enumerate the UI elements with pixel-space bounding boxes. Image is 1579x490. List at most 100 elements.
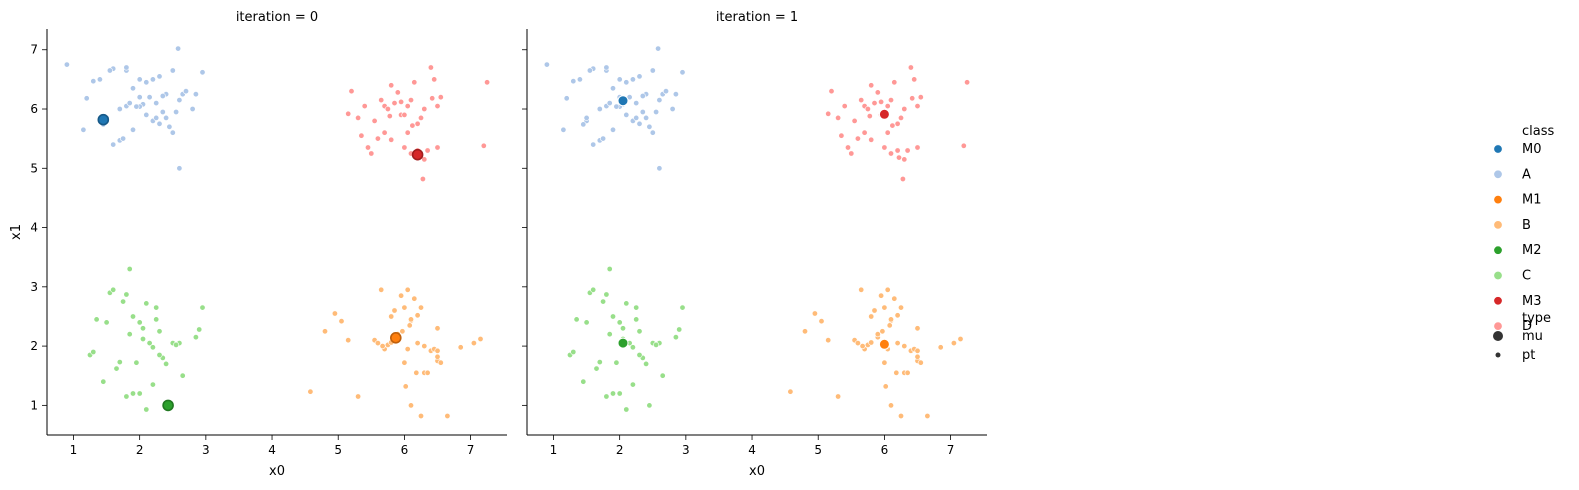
data-point-a <box>176 165 183 172</box>
data-point-b <box>825 337 832 344</box>
data-point-a <box>136 76 143 83</box>
x-tick-label: 1 <box>70 443 78 457</box>
y-tick-label: 6 <box>30 102 38 116</box>
data-point-b <box>402 383 409 390</box>
legend-label-c: C <box>1522 269 1531 284</box>
data-point-d <box>434 103 441 110</box>
data-point-c <box>590 286 597 293</box>
data-point-d <box>907 64 914 71</box>
data-point-d <box>887 97 894 104</box>
legend: class M0 A M1 B M2 C M3 D type mu pt <box>1493 124 1554 363</box>
data-point-b <box>886 322 893 329</box>
data-point-a <box>123 64 130 71</box>
data-point-c <box>679 304 686 311</box>
data-point-c <box>149 381 156 388</box>
x-tick-label: 5 <box>814 443 822 457</box>
data-point-b <box>379 343 386 350</box>
data-point-d <box>401 144 408 151</box>
data-point-d <box>355 114 362 121</box>
data-point-b <box>307 388 314 395</box>
data-point-d <box>835 114 842 121</box>
data-point-d <box>960 142 967 149</box>
data-point-a <box>130 126 137 133</box>
legend-type-entries: mu pt <box>1493 329 1543 363</box>
data-point-c <box>116 359 123 366</box>
legend-marker-mu <box>1493 331 1503 341</box>
data-point-a <box>159 109 166 116</box>
legend-label-m0: M0 <box>1522 142 1542 157</box>
legend-label-m2: M2 <box>1522 243 1542 258</box>
data-point-b <box>404 286 411 293</box>
data-point-c <box>609 390 616 397</box>
data-point-d <box>371 117 378 124</box>
data-point-b <box>879 328 886 335</box>
data-point-a <box>136 94 143 101</box>
data-point-b <box>871 307 878 314</box>
data-point-d <box>427 64 434 71</box>
data-point-c <box>140 325 147 332</box>
facet-1-points <box>543 45 971 419</box>
data-point-c <box>583 319 590 326</box>
data-point-d <box>398 98 405 105</box>
data-point-c <box>110 286 117 293</box>
data-point-d <box>904 147 911 154</box>
data-point-a <box>639 93 646 100</box>
x-tick-label: 6 <box>881 443 889 457</box>
data-point-a <box>80 126 87 133</box>
data-point-a <box>646 123 653 130</box>
data-point-a <box>563 95 570 102</box>
data-point-a <box>669 106 676 113</box>
centroid-m2 <box>617 337 629 349</box>
data-point-d <box>897 114 904 121</box>
x-tick-label: 3 <box>202 443 210 457</box>
data-point-c <box>603 291 610 298</box>
data-point-b <box>331 310 338 317</box>
data-point-b <box>345 337 352 344</box>
centroid-m3 <box>878 108 890 120</box>
data-point-b <box>914 325 921 332</box>
data-point-b <box>897 412 904 419</box>
data-point-d <box>881 144 888 151</box>
legend-marker-m3 <box>1493 296 1503 306</box>
data-point-a <box>656 97 663 104</box>
data-point-c <box>133 359 140 366</box>
data-point-a <box>169 129 176 136</box>
data-point-d <box>917 94 924 101</box>
legend-marker-m0 <box>1493 144 1503 154</box>
data-point-c <box>629 381 636 388</box>
data-point-b <box>818 318 825 325</box>
data-point-d <box>388 136 395 143</box>
data-point-d <box>878 98 885 105</box>
data-point-c <box>636 351 643 358</box>
data-point-b <box>917 359 924 366</box>
data-point-c <box>143 300 150 307</box>
data-point-a <box>609 126 616 133</box>
facet-title-0: iteration = 0 <box>236 10 318 25</box>
data-point-b <box>811 310 818 317</box>
data-point-c <box>156 328 163 335</box>
data-point-c <box>659 372 666 379</box>
y-tick-label: 2 <box>30 339 38 353</box>
data-point-a <box>83 95 90 102</box>
data-point-a <box>609 85 616 92</box>
data-point-c <box>199 304 206 311</box>
data-point-d <box>868 82 875 89</box>
data-point-d <box>914 103 921 110</box>
data-point-b <box>881 304 888 311</box>
data-point-a <box>629 76 636 83</box>
data-point-c <box>633 304 640 311</box>
data-point-a <box>156 73 163 80</box>
data-point-d <box>358 132 365 139</box>
data-point-a <box>672 91 679 98</box>
data-point-d <box>424 147 431 154</box>
data-point-a <box>143 79 150 86</box>
centroid-m3 <box>411 148 424 161</box>
data-point-b <box>413 369 420 376</box>
data-point-b <box>924 412 931 419</box>
x-tick-label: 5 <box>334 443 342 457</box>
data-point-b <box>470 340 477 347</box>
data-point-d <box>348 88 355 95</box>
data-point-b <box>414 312 421 319</box>
data-point-a <box>116 106 123 113</box>
